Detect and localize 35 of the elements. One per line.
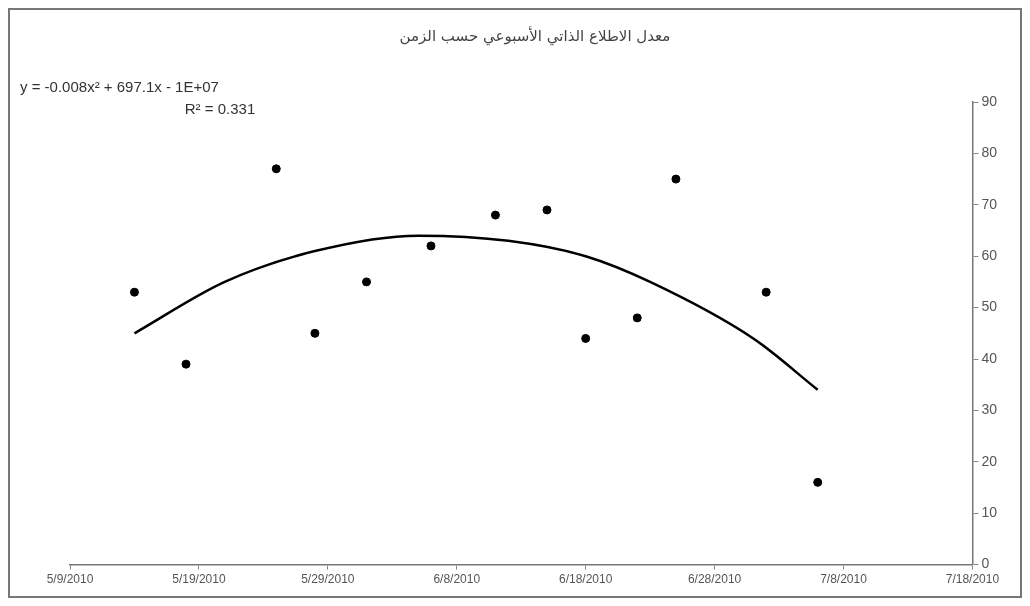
point	[671, 174, 681, 184]
point	[542, 205, 552, 215]
point	[271, 164, 281, 174]
y-tick-label: 30	[981, 401, 998, 418]
y-tick-label: 20	[981, 452, 998, 469]
x-tick-label: 5/9/2010	[46, 572, 94, 587]
point	[362, 277, 372, 287]
y-tick-label: 60	[981, 247, 998, 264]
y-tick-label: 50	[981, 298, 998, 315]
point	[490, 210, 500, 220]
x-tick-label: 6/28/2010	[687, 572, 742, 587]
line-series	[133, 234, 819, 392]
point	[632, 313, 642, 323]
point	[181, 359, 191, 369]
annotation: R² = 0.331	[184, 99, 256, 117]
point	[761, 287, 771, 297]
y-tick-label: 10	[981, 504, 998, 521]
point	[129, 287, 139, 297]
y-tick-label: 80	[981, 144, 998, 161]
y-tick-label: 70	[981, 195, 998, 212]
y-tick-label: 90	[981, 92, 998, 109]
chart-title: معدل الاطلاع الذاتي الأسبوعي حسب الزمن	[399, 25, 671, 46]
point	[581, 333, 591, 343]
point	[310, 328, 320, 338]
x-tick-label: 5/29/2010	[301, 572, 355, 587]
x-tick-label: 5/19/2010	[172, 572, 226, 587]
x-tick-label: 7/18/2010	[945, 572, 1000, 587]
y-tick-label: 0	[981, 555, 990, 572]
x-tick-label: 6/8/2010	[433, 572, 481, 587]
point	[813, 477, 823, 487]
point	[426, 241, 436, 251]
x-tick-label: 7/8/2010	[820, 572, 868, 587]
x-tick-label: 6/18/2010	[558, 572, 613, 587]
text: y = -0.008x² + 697.1x - 1E+07	[20, 77, 219, 95]
y-tick-label: 40	[981, 349, 998, 366]
